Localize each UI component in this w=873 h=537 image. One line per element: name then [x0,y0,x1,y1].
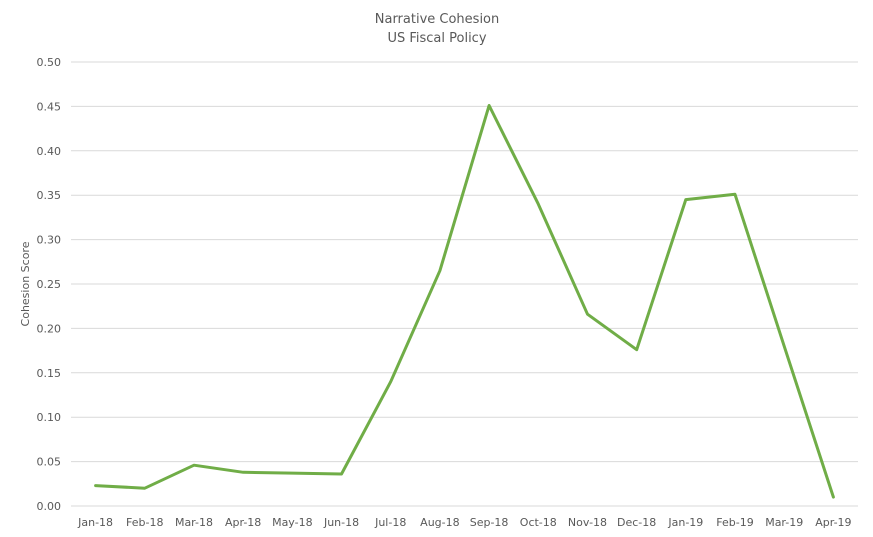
x-tick-label: Jan-19 [667,516,703,529]
y-tick-label: 0.25 [37,278,62,291]
x-tick-label: Feb-19 [716,516,753,529]
x-tick-label: Apr-19 [815,516,851,529]
x-tick-label: Apr-18 [225,516,261,529]
x-tick-label: Nov-18 [568,516,607,529]
x-tick-label: Oct-18 [520,516,557,529]
x-tick-label: Aug-18 [420,516,459,529]
x-tick-label: Feb-18 [126,516,163,529]
y-axis-ticks: 0.00 0.05 0.10 0.15 0.20 0.25 0.30 0.35 0.40 0.45… [37,56,62,513]
y-tick-label: 0.05 [37,456,62,469]
x-tick-label: Sep-18 [470,516,509,529]
y-axis-label: Cohesion Score [19,241,32,326]
x-tick-label: Jun-18 [323,516,359,529]
x-tick-label: Jul-18 [374,516,406,529]
x-tick-label: Jan-18 [77,516,113,529]
gridlines [71,61,858,507]
chart-title: Narrative Cohesion [375,12,500,27]
y-tick-label: 0.35 [37,189,62,202]
y-tick-label: 0.45 [37,100,62,113]
y-tick-label: 0.10 [37,411,62,424]
x-axis-ticks: Jan-18 Feb-18 Mar-18 Apr-18 May-18 Jun-18 Jul-… [77,516,851,529]
y-tick-label: 0.15 [37,367,62,380]
y-tick-label: 0.50 [37,56,62,69]
chart-subtitle: US Fiscal Policy [387,31,486,46]
y-tick-label: 0.20 [37,322,62,335]
series-line [94,104,835,499]
x-tick-label: Dec-18 [617,516,656,529]
y-tick-label: 0.00 [37,500,62,513]
x-tick-label: May-18 [272,516,313,529]
x-tick-label: Mar-18 [175,516,213,529]
y-tick-label: 0.30 [37,234,62,247]
series-layer [94,104,835,499]
y-tick-label: 0.40 [37,145,62,158]
x-tick-label: Mar-19 [765,516,803,529]
